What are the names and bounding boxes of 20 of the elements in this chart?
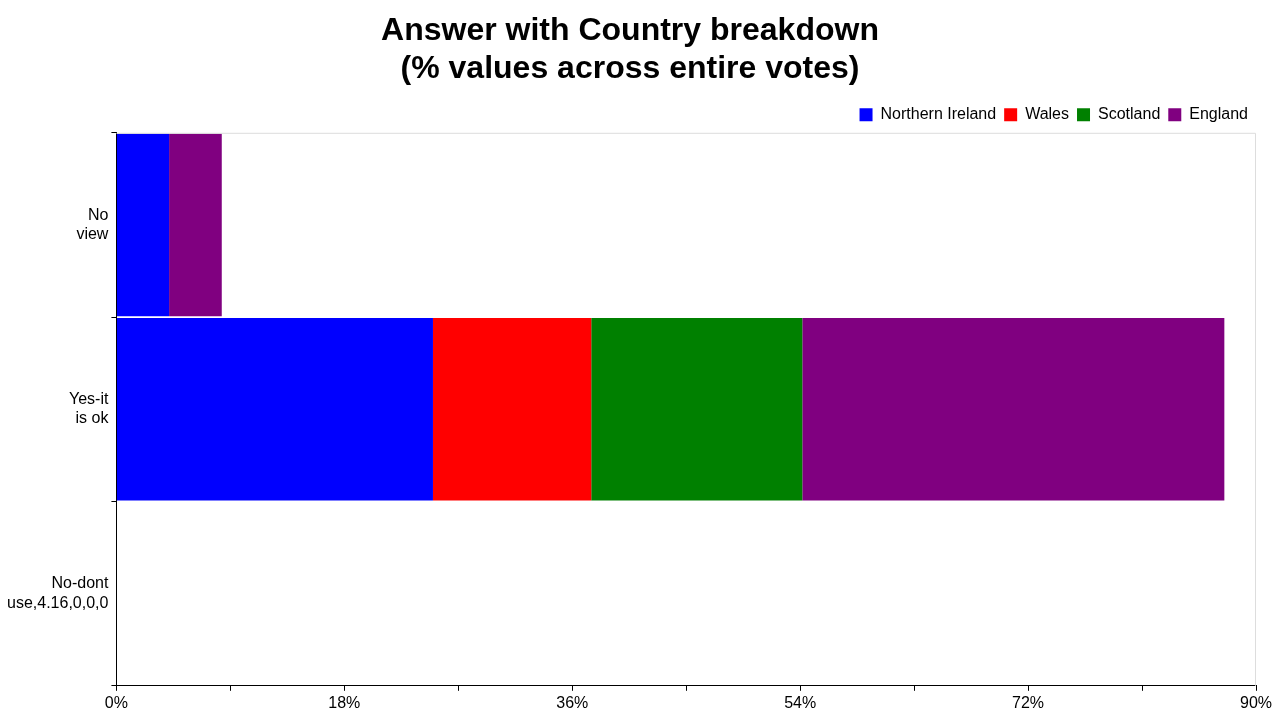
x-tick-label: 18% [328, 693, 361, 711]
y-tick-label: Yes-it is ok [68, 390, 110, 427]
x-tick-label: 72% [1012, 693, 1045, 711]
bar [116, 133, 170, 317]
chart-title: Answer with Country breakdown (% values across entire votes) [381, 11, 879, 86]
y-tick-label: No view [76, 205, 109, 242]
bar [116, 318, 433, 501]
legend-label: England [1189, 105, 1248, 123]
y-tick-label: No-dont use,4.16,0,0,0 [6, 574, 109, 611]
legend-label: Scotland [1098, 105, 1161, 123]
x-tick-label: 90% [1239, 693, 1273, 711]
x-tick-label: 54% [784, 693, 817, 711]
legend-label: Wales [1025, 105, 1070, 123]
bar [432, 318, 592, 501]
bar [802, 318, 1225, 501]
bar [169, 133, 222, 317]
bar [591, 318, 803, 501]
x-tick-label: 36% [556, 693, 589, 711]
x-tick-label: 0% [104, 693, 128, 711]
legend-label: Northern Ireland [880, 105, 997, 123]
